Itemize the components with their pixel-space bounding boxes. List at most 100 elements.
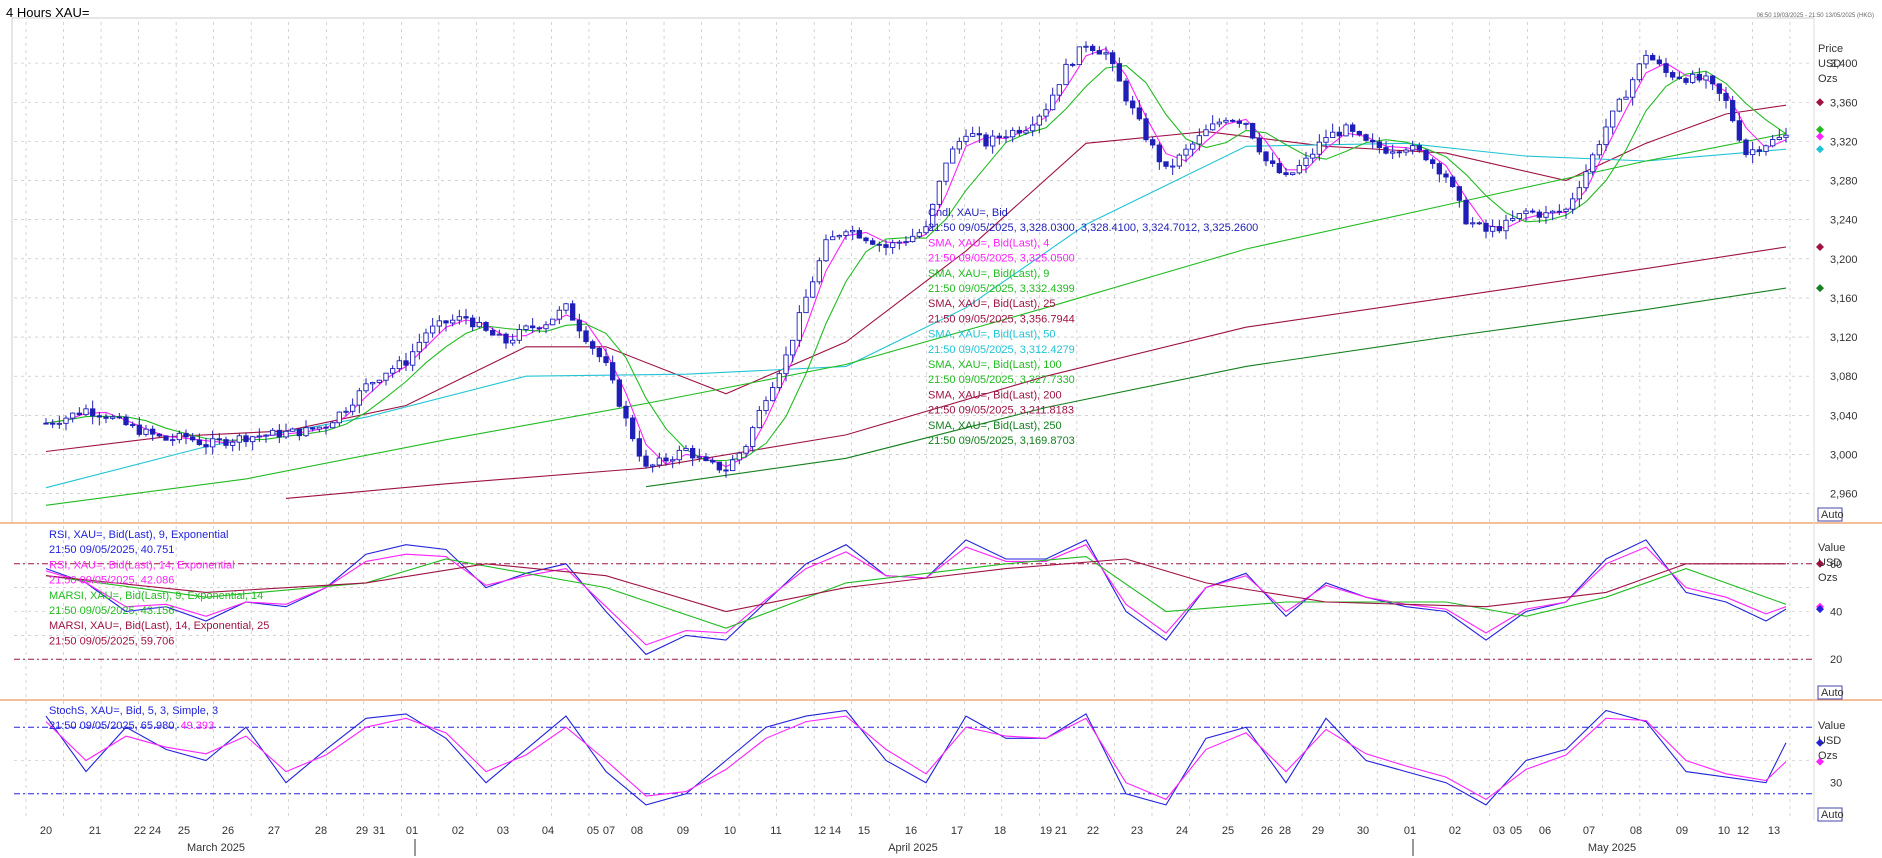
candle[interactable] bbox=[896, 239, 902, 250]
candle[interactable] bbox=[830, 230, 836, 241]
candle[interactable] bbox=[423, 328, 429, 349]
candle[interactable] bbox=[1156, 142, 1162, 170]
candle[interactable] bbox=[56, 415, 62, 429]
candle[interactable] bbox=[336, 411, 342, 427]
candle[interactable] bbox=[1576, 180, 1582, 207]
candle[interactable] bbox=[850, 225, 856, 241]
candle[interactable] bbox=[1390, 144, 1396, 160]
candle[interactable] bbox=[1196, 128, 1202, 151]
candle[interactable] bbox=[70, 412, 76, 423]
candle[interactable] bbox=[43, 418, 49, 425]
candle[interactable] bbox=[783, 346, 789, 382]
candle[interactable] bbox=[190, 432, 196, 443]
candle[interactable] bbox=[1376, 137, 1382, 154]
candle[interactable] bbox=[723, 461, 729, 478]
candle[interactable] bbox=[476, 316, 482, 329]
candle[interactable] bbox=[963, 129, 969, 146]
candle[interactable] bbox=[730, 455, 736, 472]
candle[interactable] bbox=[416, 333, 422, 360]
candle[interactable] bbox=[1696, 67, 1702, 83]
candle[interactable] bbox=[1303, 151, 1309, 174]
candle[interactable] bbox=[916, 229, 922, 239]
candle[interactable] bbox=[510, 333, 516, 346]
candle[interactable] bbox=[150, 425, 156, 441]
candle[interactable] bbox=[1690, 70, 1696, 84]
candle[interactable] bbox=[1190, 141, 1196, 157]
candle[interactable] bbox=[216, 433, 222, 445]
candle[interactable] bbox=[1216, 118, 1222, 128]
candle[interactable] bbox=[1283, 167, 1289, 177]
candle[interactable] bbox=[1003, 129, 1009, 143]
candle[interactable] bbox=[263, 434, 269, 443]
candle[interactable] bbox=[1703, 71, 1709, 89]
candle[interactable] bbox=[363, 378, 369, 394]
candle[interactable] bbox=[836, 234, 842, 240]
candle[interactable] bbox=[1130, 95, 1136, 115]
candle[interactable] bbox=[1270, 152, 1276, 168]
candle[interactable] bbox=[410, 343, 416, 372]
candle[interactable] bbox=[143, 424, 149, 437]
candle[interactable] bbox=[330, 421, 336, 429]
candle[interactable] bbox=[1056, 84, 1062, 102]
stoch-auto-button[interactable]: Auto bbox=[1817, 807, 1844, 822]
candle[interactable] bbox=[1723, 87, 1729, 109]
candle[interactable] bbox=[1290, 172, 1296, 176]
candle[interactable] bbox=[1463, 196, 1469, 225]
candle[interactable] bbox=[50, 419, 56, 429]
candle[interactable] bbox=[556, 306, 562, 324]
candle[interactable] bbox=[1756, 146, 1762, 157]
candle[interactable] bbox=[63, 415, 69, 431]
candle[interactable] bbox=[1036, 114, 1042, 134]
candle[interactable] bbox=[1710, 74, 1716, 91]
candle[interactable] bbox=[1236, 118, 1242, 128]
candle[interactable] bbox=[1636, 63, 1642, 83]
candle[interactable] bbox=[1183, 144, 1189, 163]
candle[interactable] bbox=[470, 314, 476, 331]
candle[interactable] bbox=[1490, 219, 1496, 238]
candle[interactable] bbox=[1243, 122, 1249, 130]
candle[interactable] bbox=[1276, 157, 1282, 174]
candle[interactable] bbox=[670, 456, 676, 469]
candle[interactable] bbox=[1763, 144, 1769, 156]
candle[interactable] bbox=[490, 327, 496, 336]
candle[interactable] bbox=[776, 370, 782, 392]
candle[interactable] bbox=[1523, 208, 1529, 222]
candle[interactable] bbox=[1370, 133, 1376, 149]
candle[interactable] bbox=[403, 352, 409, 372]
candle[interactable] bbox=[436, 315, 442, 334]
candle[interactable] bbox=[1310, 148, 1316, 164]
candle[interactable] bbox=[170, 433, 176, 446]
candle[interactable] bbox=[576, 313, 582, 339]
candle[interactable] bbox=[743, 444, 749, 458]
candle[interactable] bbox=[1343, 122, 1349, 137]
candle[interactable] bbox=[1050, 87, 1056, 111]
candle[interactable] bbox=[1250, 122, 1256, 140]
candle[interactable] bbox=[983, 132, 989, 150]
candle[interactable] bbox=[903, 236, 909, 246]
candle[interactable] bbox=[196, 433, 202, 446]
candle[interactable] bbox=[890, 239, 896, 254]
candle[interactable] bbox=[690, 445, 696, 467]
candle[interactable] bbox=[1616, 97, 1622, 113]
candle[interactable] bbox=[756, 406, 762, 429]
candle[interactable] bbox=[703, 452, 709, 462]
candle[interactable] bbox=[810, 276, 816, 298]
candle[interactable] bbox=[1203, 124, 1209, 137]
candle[interactable] bbox=[930, 203, 936, 231]
candle[interactable] bbox=[976, 126, 982, 144]
candle[interactable] bbox=[1630, 77, 1636, 106]
candle[interactable] bbox=[1556, 204, 1562, 216]
candle[interactable] bbox=[636, 430, 642, 462]
candle[interactable] bbox=[130, 421, 136, 429]
candle[interactable] bbox=[1736, 112, 1742, 143]
candle[interactable] bbox=[350, 398, 356, 416]
candle[interactable] bbox=[1536, 209, 1542, 223]
candle[interactable] bbox=[243, 432, 249, 447]
candle[interactable] bbox=[716, 461, 722, 474]
candle[interactable] bbox=[650, 463, 656, 473]
candle[interactable] bbox=[323, 424, 329, 435]
candle[interactable] bbox=[536, 326, 542, 333]
candle[interactable] bbox=[763, 396, 769, 415]
candle[interactable] bbox=[996, 132, 1002, 145]
candle[interactable] bbox=[1110, 50, 1116, 72]
